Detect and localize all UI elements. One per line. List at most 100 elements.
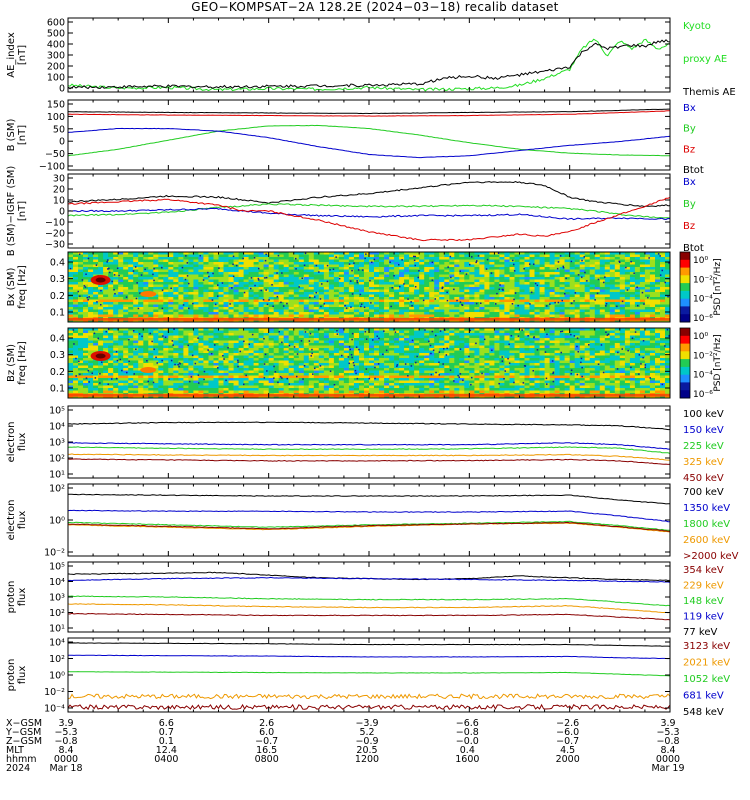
spectrogram-cell (208, 287, 214, 290)
spectrogram-cell (409, 289, 415, 293)
spectrogram-cell (614, 302, 621, 305)
spectrogram-cell (499, 287, 505, 290)
spectrogram-cell (143, 269, 149, 273)
spectrogram-cell (293, 302, 300, 305)
spectrogram-cell (293, 292, 300, 295)
spectrogram-cell (369, 304, 375, 308)
spectrogram-cell (108, 319, 114, 323)
spectrogram-cell (88, 262, 94, 265)
spectrogram-cell (108, 380, 114, 384)
spectrogram-cell (123, 299, 129, 303)
spectrogram-cell (514, 297, 520, 300)
spectrogram-cell (404, 309, 410, 313)
spectrogram-cell (404, 277, 410, 280)
spectrogram-cell (163, 287, 169, 290)
spectrogram-cell (183, 333, 189, 336)
spectrogram-cell (489, 292, 495, 295)
spectrogram-cell (223, 368, 229, 371)
spectrogram-cell (629, 277, 636, 280)
spectrogram-cell (484, 282, 490, 285)
spectrogram-cell (93, 390, 99, 394)
spectrogram-cell (228, 378, 234, 381)
spectrogram-cell (178, 353, 184, 356)
spectrogram-cell (118, 390, 124, 394)
spectrogram-cell (203, 292, 209, 295)
spectrogram-cell (68, 375, 74, 379)
spectrogram-cell (484, 302, 490, 305)
spectrogram-cell (604, 297, 611, 300)
spectrogram-cell (138, 267, 144, 270)
spectrogram-cell (178, 279, 184, 283)
spectrogram-cell (78, 272, 84, 275)
y-axis-label: B (SM)−IGRF (SM) (6, 166, 17, 257)
spectrogram-cell (238, 257, 244, 260)
legend-entry: Btot (683, 243, 704, 254)
spectrogram-cell (193, 279, 199, 283)
spectrogram-cell (364, 284, 370, 288)
spectrogram-cell (464, 259, 470, 263)
spectrogram-cell (73, 363, 79, 366)
spectrogram-cell (665, 262, 671, 265)
spectrogram-cell (619, 259, 626, 263)
spectrogram-cell (624, 279, 631, 283)
spectrogram-cell (574, 257, 581, 260)
legend-entry: Bz (683, 144, 695, 155)
spectrogram-cell (569, 262, 576, 265)
spectrogram-cell (494, 284, 500, 288)
spectrogram-cell (554, 319, 560, 323)
spectrogram-cell (158, 292, 164, 295)
spectrogram-cell (248, 395, 254, 399)
spectrogram-cell (338, 264, 345, 268)
spectrogram-cell (589, 292, 596, 295)
spectrogram-cell (143, 388, 149, 391)
spectrogram-cell (83, 395, 89, 399)
spectrogram-cell (213, 363, 219, 366)
spectrogram-cell (564, 272, 570, 275)
spectrogram-cell (168, 294, 174, 298)
spectrogram-cell (188, 259, 194, 263)
spectrogram-cell (243, 259, 249, 263)
spectrogram-cell (153, 370, 159, 374)
spectrogram-cell (113, 368, 119, 371)
spectrogram-cell (153, 294, 159, 298)
spectrogram-cell (183, 363, 189, 366)
spectrogram-cell (439, 277, 445, 280)
spectrogram-cell (589, 274, 596, 278)
spectrogram-speckle (414, 264, 416, 267)
spectrogram-cell (188, 385, 194, 389)
spectrogram-cell (439, 284, 445, 288)
spectrogram-speckle (186, 262, 189, 264)
spectrogram-cell (83, 284, 89, 288)
spectrogram-cell (73, 360, 79, 364)
spectrogram-cell (514, 302, 520, 305)
spectrogram-cell (484, 277, 490, 280)
spectrogram-cell (519, 274, 525, 278)
spectrogram-cell (218, 360, 224, 364)
spectrogram-cell (293, 274, 300, 278)
spectrogram-speckle (335, 256, 337, 258)
spectrogram-cell (233, 370, 239, 374)
spectrogram-cell (474, 304, 480, 308)
spectrogram-cell (333, 257, 340, 260)
spectrogram-cell (208, 307, 214, 310)
spectrogram-cell (123, 350, 129, 354)
spectrogram-cell (444, 289, 450, 293)
spectrogram-cell (188, 272, 194, 275)
spectrogram-cell (73, 385, 79, 389)
spectrogram-cell (258, 314, 264, 318)
spectrogram-cell (624, 264, 631, 268)
spectrogram-cell (118, 314, 124, 318)
spectrogram-cell (665, 284, 671, 288)
spectrogram-cell (113, 292, 119, 295)
spectrogram-cell (223, 335, 229, 339)
spectrogram-cell (123, 380, 129, 384)
spectrogram-cell (118, 319, 124, 323)
spectrogram-cell (133, 380, 139, 384)
spectrogram-cell (258, 307, 264, 310)
spectrogram-cell (449, 259, 455, 263)
spectrogram-cell (233, 343, 239, 346)
spectrogram-speckle (315, 264, 318, 267)
spectrogram-cell (243, 370, 249, 374)
legend-entry: Btot (683, 165, 704, 176)
spectrogram-cell (248, 383, 254, 386)
